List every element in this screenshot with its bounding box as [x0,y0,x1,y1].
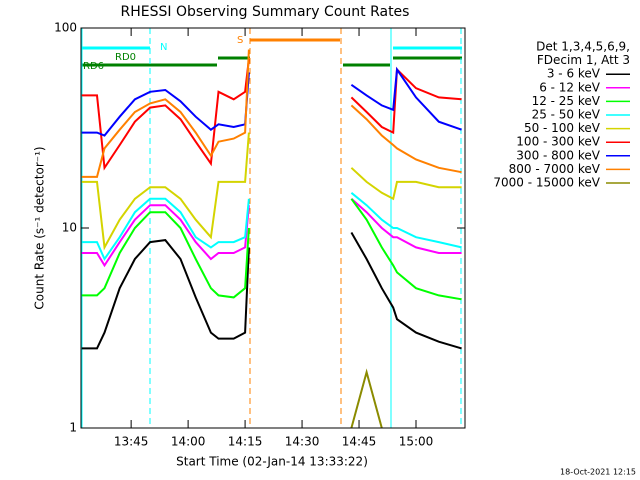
legend-title: Det 1,3,4,5,6,9, [536,40,630,54]
series-line [81,49,462,178]
legend-label: 7000 - 15000 keV [493,176,600,190]
legend-label: 300 - 800 keV [516,148,600,162]
x-tick-label: 14:30 [285,435,320,449]
chart-title: RHESSI Observing Summary Count Rates [121,4,410,20]
legend-label: 25 - 50 keV [532,108,601,122]
series-line [81,132,462,251]
annotation: RD0 [115,52,136,63]
x-tick-label: 14:15 [228,435,263,449]
series-line [81,66,462,137]
legend-label: 3 - 6 keV [547,67,601,81]
series-line [81,198,462,301]
annotation: RD6 [83,61,104,72]
series-line [81,232,462,350]
legend-label: 6 - 12 keV [539,80,601,94]
series-line [81,58,462,171]
x-tick-label: 15:00 [399,435,434,449]
y-tick-label: 100 [54,21,77,35]
series-line [81,198,462,268]
series-line [350,368,383,429]
legend-label: 50 - 100 keV [524,121,601,135]
y-tick-label: 1 [69,421,77,435]
x-axis-label: Start Time (02-Jan-14 13:33:22) [176,455,368,469]
x-tick-label: 14:45 [342,435,377,449]
legend-title: FDecim 1, Att 3 [537,53,630,67]
annotation: S [237,35,243,46]
series-line [81,192,462,262]
legend-label: 800 - 7000 keV [509,162,601,176]
y-tick-label: 10 [62,221,77,235]
x-tick-label: 13:45 [114,435,149,449]
annotation: N [160,42,167,53]
x-tick-label: 14:00 [171,435,206,449]
legend-label: 12 - 25 keV [532,94,601,108]
legend-label: 100 - 300 keV [516,135,600,149]
footer: 18-Oct-2021 12:15 [560,468,636,477]
y-axis-label: Count Rate (s⁻¹ detector⁻¹) [33,146,47,309]
